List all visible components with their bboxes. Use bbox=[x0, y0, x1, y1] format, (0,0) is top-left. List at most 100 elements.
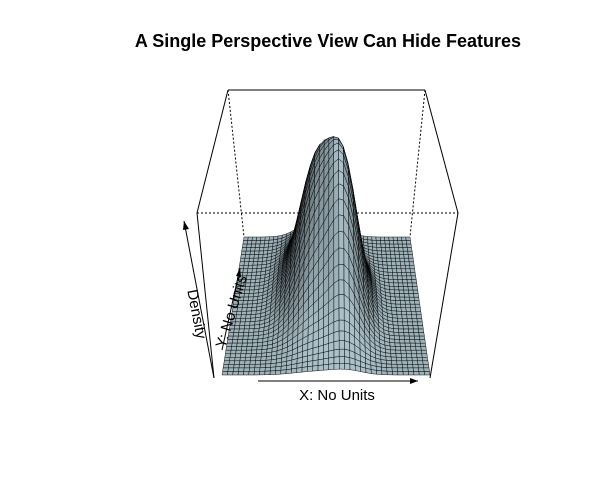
surface-facet bbox=[380, 363, 387, 368]
surface-facet bbox=[402, 371, 409, 376]
surface-facet bbox=[392, 272, 398, 277]
surface-facet bbox=[392, 317, 398, 323]
surface-facet bbox=[253, 254, 260, 259]
surface-facet bbox=[241, 342, 248, 347]
surface-facet bbox=[410, 275, 417, 280]
surface-facet bbox=[398, 335, 405, 340]
surface-facet bbox=[239, 321, 246, 326]
surface-facet bbox=[333, 340, 340, 351]
surface-facet bbox=[323, 364, 329, 371]
surface-facet bbox=[241, 247, 247, 252]
surface-facet bbox=[338, 183, 344, 201]
surface-facet bbox=[413, 332, 420, 337]
surface-facet bbox=[405, 346, 412, 351]
surface-facet bbox=[385, 250, 391, 255]
surface-facet bbox=[248, 289, 255, 294]
surface-facet bbox=[256, 264, 263, 269]
surface-facet bbox=[394, 346, 401, 351]
surface-facet bbox=[240, 318, 246, 323]
surface-facet bbox=[241, 310, 247, 316]
surface-facet bbox=[243, 328, 250, 333]
surface-facet bbox=[238, 364, 245, 369]
surface-facet bbox=[258, 247, 265, 252]
surface-facet bbox=[247, 268, 253, 273]
surface-facet bbox=[236, 339, 244, 344]
surface-facet bbox=[228, 364, 235, 369]
surface-facet bbox=[317, 364, 324, 371]
surface-facet bbox=[397, 282, 404, 287]
surface-facet bbox=[260, 236, 266, 241]
surface-facet bbox=[389, 342, 396, 347]
surface-facet bbox=[328, 332, 335, 344]
surface-facet bbox=[323, 343, 329, 353]
surface-facet bbox=[410, 272, 416, 277]
surface-facet bbox=[248, 257, 255, 262]
surface-facet bbox=[406, 353, 413, 358]
surface-facet bbox=[268, 236, 275, 241]
surface-facet bbox=[407, 325, 414, 330]
surface-facet bbox=[242, 240, 248, 245]
surface-facet bbox=[388, 282, 395, 287]
surface-facet bbox=[224, 353, 231, 358]
surface-facet bbox=[403, 332, 410, 337]
surface-facet bbox=[399, 254, 405, 259]
surface-facet bbox=[328, 341, 335, 352]
surface-facet bbox=[232, 367, 240, 372]
surface-facet bbox=[242, 335, 249, 340]
surface-facet bbox=[275, 366, 282, 371]
surface-facet bbox=[307, 365, 314, 372]
surface-facet bbox=[401, 364, 409, 369]
surface-facet bbox=[400, 346, 407, 351]
surface-facet bbox=[391, 367, 398, 372]
surface-facet bbox=[250, 353, 257, 358]
surface-facet bbox=[338, 340, 345, 350]
surface-facet bbox=[256, 268, 262, 273]
surface-facet bbox=[250, 275, 257, 280]
surface-facet bbox=[249, 282, 256, 287]
surface-facet bbox=[416, 314, 423, 319]
surface-facet bbox=[381, 257, 388, 262]
surface-facet bbox=[371, 236, 377, 241]
surface-facet bbox=[420, 342, 427, 347]
surface-facet bbox=[238, 367, 245, 372]
surface-facet bbox=[398, 332, 405, 337]
surface-facet bbox=[246, 346, 253, 351]
surface-facet bbox=[393, 247, 400, 252]
surface-facet bbox=[402, 282, 409, 287]
surface-facet bbox=[249, 285, 255, 291]
surface-facet bbox=[245, 310, 252, 315]
surface-facet bbox=[243, 367, 250, 372]
surface-facet bbox=[253, 324, 260, 329]
surface-facet bbox=[416, 357, 423, 362]
surface-facet bbox=[333, 330, 340, 343]
surface-facet bbox=[328, 363, 335, 371]
surface-facet bbox=[252, 338, 259, 344]
surface-facet bbox=[248, 367, 256, 372]
surface-facet bbox=[333, 307, 340, 323]
surface-facet bbox=[403, 254, 409, 259]
surface-facet bbox=[393, 335, 400, 340]
surface-facet bbox=[270, 362, 277, 368]
surface-facet bbox=[384, 240, 390, 245]
surface-facet bbox=[240, 250, 247, 255]
surface-facet bbox=[409, 296, 415, 301]
surface-facet bbox=[403, 335, 410, 340]
surface-facet bbox=[370, 369, 377, 375]
surface-facet bbox=[403, 289, 410, 294]
surface-facet bbox=[405, 268, 411, 273]
box-edge bbox=[196, 89, 229, 214]
surface-facet bbox=[408, 371, 415, 376]
surface-facet bbox=[399, 257, 405, 263]
box-edge bbox=[424, 89, 459, 214]
surface-facet bbox=[253, 257, 259, 262]
surface-facet bbox=[333, 348, 340, 358]
surface-facet bbox=[254, 363, 261, 369]
surface-facet bbox=[253, 289, 260, 294]
surface-facet bbox=[252, 335, 259, 340]
surface-facet bbox=[395, 265, 402, 270]
surface-facet bbox=[317, 358, 324, 366]
surface-facet bbox=[259, 243, 265, 248]
surface-facet bbox=[256, 349, 263, 354]
surface-facet bbox=[397, 275, 403, 280]
surface-facet bbox=[237, 335, 244, 340]
